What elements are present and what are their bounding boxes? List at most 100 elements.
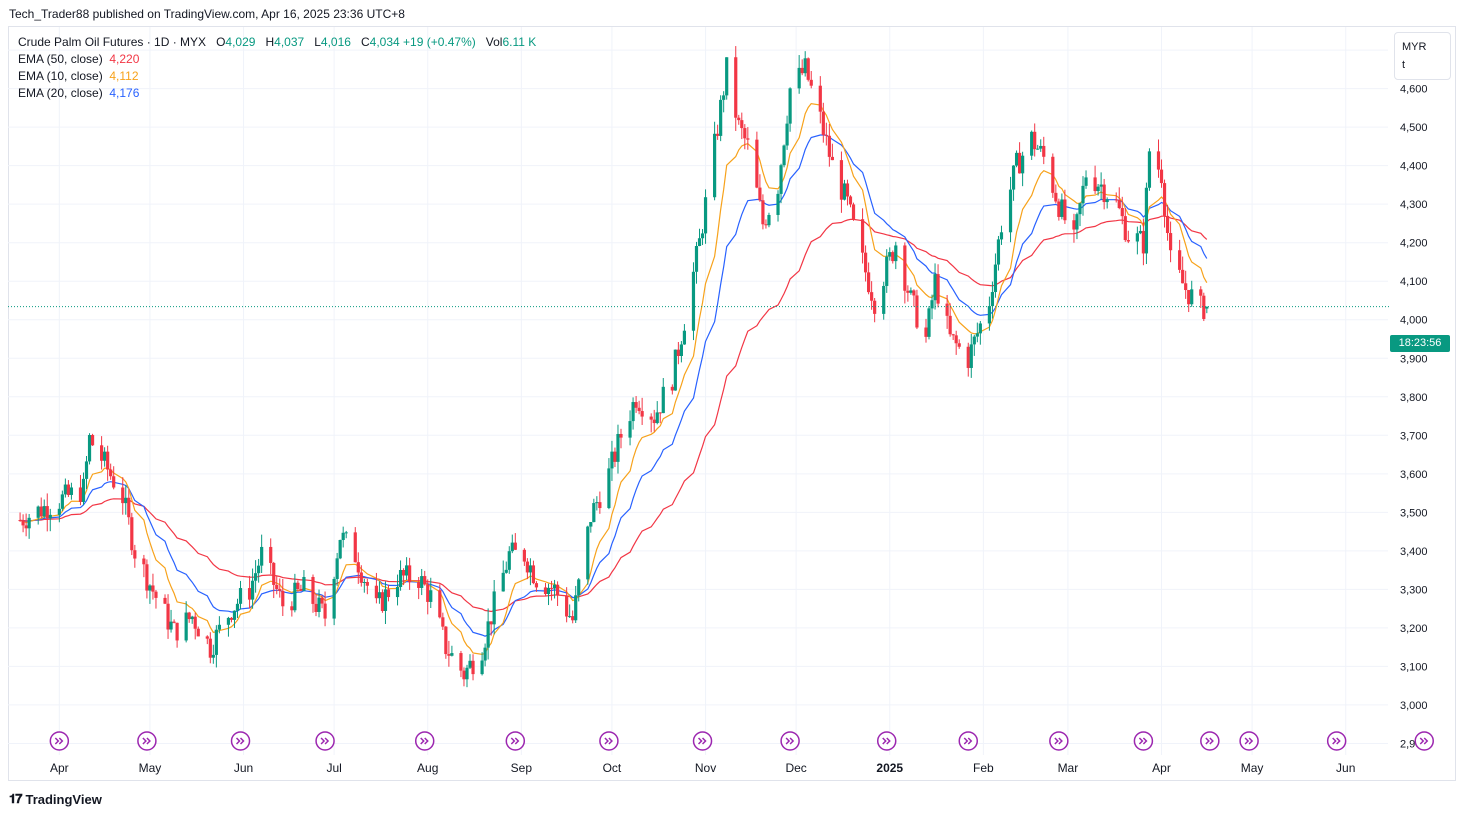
candle-body [211, 654, 215, 658]
candle-body [269, 546, 273, 563]
candle-body [885, 256, 889, 286]
y-tick-label: 3,400 [1400, 546, 1428, 558]
x-tick-label: Mar [1058, 761, 1079, 775]
ema10-legend-line[interactable]: EMA (10, close) 4,112 [18, 68, 536, 85]
candle-body [803, 58, 807, 74]
candle-body [1060, 199, 1064, 217]
open-label: O [216, 35, 226, 49]
candle-body [1102, 184, 1106, 203]
candle-body [552, 584, 557, 589]
candle-body [232, 610, 237, 620]
candle-body [990, 292, 995, 307]
candle-body [734, 57, 738, 118]
candle-body [471, 660, 475, 675]
candle-body [722, 95, 726, 100]
event-marker-arrow-icon [1138, 737, 1148, 745]
candle-body [613, 451, 617, 462]
candle-body [130, 517, 134, 551]
candle-body [501, 572, 505, 592]
candle-body [891, 252, 895, 262]
candle-body [145, 564, 149, 591]
candle-body [103, 451, 107, 461]
candle-body [69, 487, 74, 495]
event-marker-arrow-icon [142, 737, 151, 745]
candle-body [927, 308, 931, 337]
candle-body [42, 506, 46, 517]
candle-body [1199, 289, 1203, 296]
candle-body [359, 572, 363, 583]
candle-body [121, 487, 125, 504]
ema20-legend-line[interactable]: EMA (20, close) 4,176 [18, 85, 536, 102]
candle-body [546, 587, 551, 595]
candle-body [302, 576, 306, 591]
event-marker-arrow-icon [235, 737, 245, 745]
candle-body [447, 654, 451, 656]
candle-body [127, 497, 131, 518]
event-marker-arrow-icon [420, 737, 429, 745]
candle-body [788, 88, 792, 124]
candle-body [568, 616, 572, 618]
event-marker-arrow-icon [1244, 737, 1254, 745]
candle-body [845, 183, 850, 197]
candle-body [936, 274, 940, 304]
y-tick-label: 4,300 [1400, 199, 1428, 211]
y-tick-label: 4,000 [1400, 315, 1428, 327]
candle-body [1135, 233, 1139, 242]
currency-code: MYR [1402, 41, 1427, 53]
candle-body [758, 187, 762, 201]
candle-body [915, 295, 919, 328]
candle-body [1075, 214, 1079, 230]
candle-body [906, 290, 910, 293]
candle-body [863, 252, 868, 273]
candle-body [18, 520, 22, 522]
y-tick-label: 3,700 [1400, 430, 1428, 442]
candle-body [341, 532, 345, 541]
event-marker-arrow-icon [510, 737, 520, 745]
candle-body [1147, 151, 1152, 188]
x-tick-label: Nov [695, 761, 716, 775]
candle-body [272, 562, 276, 585]
candle-body [254, 573, 258, 581]
x-tick-label: 2025 [876, 761, 903, 775]
candle-body [1187, 290, 1191, 305]
candle-body [912, 290, 916, 296]
symbol-label[interactable]: Crude Palm Oil Futures · 1D · MYX [18, 35, 207, 49]
candle-body [311, 576, 315, 604]
candle-body [299, 589, 303, 591]
y-tick-label: 3,300 [1400, 584, 1428, 596]
candle-body [996, 239, 1001, 265]
candle-body [163, 597, 167, 604]
x-tick-label: Apr [1152, 761, 1171, 775]
candle-body [112, 476, 116, 488]
candle-body [797, 67, 801, 89]
candle-body [1036, 148, 1040, 150]
candle-body [1057, 201, 1061, 217]
candle-body [824, 134, 828, 136]
candle-body [100, 445, 104, 461]
candle-body [109, 469, 113, 477]
candle-body [106, 451, 110, 470]
ema50-legend-line[interactable]: EMA (50, close) 4,220 [18, 51, 536, 68]
candle-body [48, 514, 52, 519]
candle-body [420, 576, 424, 588]
candle-body [969, 344, 973, 368]
candle-body [595, 502, 599, 504]
candle-body [465, 667, 469, 680]
candle-body [873, 300, 877, 314]
candle-body [24, 525, 28, 529]
ema20-label: EMA (20, close) [18, 86, 103, 100]
event-marker-arrow-icon [320, 737, 330, 745]
candle-body [344, 532, 348, 534]
tradingview-logo[interactable]: 𝟏𝟕 TradingView [9, 791, 102, 807]
currency-unit-selector[interactable]: MYR t [1394, 32, 1451, 80]
candle-body [634, 402, 638, 408]
candle-body [1039, 145, 1043, 149]
candle-body [661, 386, 665, 414]
candle-body [1017, 152, 1022, 174]
candle-body [417, 582, 421, 588]
candle-body [903, 245, 907, 291]
candle-body [1190, 289, 1194, 305]
candle-body [851, 204, 856, 220]
candle-body [743, 128, 747, 139]
